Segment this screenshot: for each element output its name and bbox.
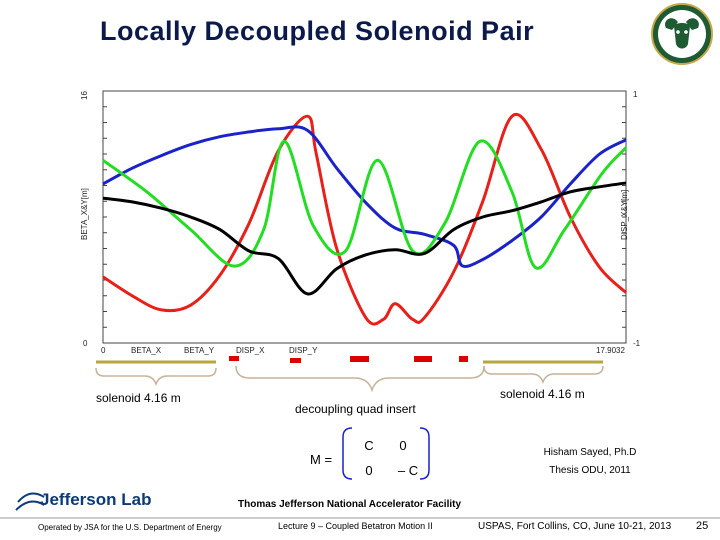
- left-axis-label: BETA_X&Y[m]: [80, 188, 89, 240]
- solenoid-right-label: solenoid 4.16 m: [500, 387, 585, 401]
- quad-magnet: [229, 356, 239, 361]
- matrix-label: M =: [310, 452, 333, 467]
- matrix-cell: – C: [397, 463, 419, 478]
- jlab-name: Jefferson Lab: [40, 490, 152, 509]
- matrix-cell: C: [364, 438, 374, 453]
- legend-disp-y: DISP_Y: [289, 346, 318, 355]
- facility-name: Thomas Jefferson National Accelerator Fa…: [238, 499, 462, 510]
- solenoid-left-label: solenoid 4.16 m: [96, 391, 181, 405]
- x-axis-start: 0: [101, 346, 106, 355]
- series-line-disp-x: [102, 139, 628, 270]
- series-line-beta-x: [102, 112, 628, 326]
- matrix-cell: 0: [399, 438, 407, 453]
- operated-by: Operated by JSA for the U.S. Department …: [38, 523, 222, 532]
- jlab-swoosh-icon: [15, 492, 45, 511]
- series-line-beta-y: [102, 125, 627, 268]
- university-logo: [651, 3, 713, 65]
- left-axis-bottom-tick: 0: [83, 339, 88, 348]
- insert-brace: [235, 365, 485, 393]
- author-name: Hisham Sayed, Ph.D: [543, 447, 637, 458]
- x-axis-end: 17.9032: [596, 346, 625, 355]
- series-line-disp-y: [102, 181, 627, 296]
- right-axis-label: DISP_X&Y[m]: [620, 189, 629, 240]
- plot-frame: [102, 90, 627, 344]
- left-axis-top-tick: 16: [80, 91, 89, 100]
- legend-disp-x: DISP_X: [236, 346, 265, 355]
- quad-magnet: [414, 356, 432, 362]
- legend-beta-y: BETA_Y: [184, 346, 215, 355]
- quad-magnet: [350, 356, 369, 362]
- right-axis-bottom-tick: -1: [633, 339, 641, 348]
- jlab-logo: Jefferson Lab: [40, 490, 151, 510]
- matrix-cell: 0: [365, 463, 373, 478]
- axis-ticks: [103, 90, 626, 344]
- solenoid-right-brace: [483, 365, 604, 385]
- legend-beta-x: BETA_X: [131, 346, 162, 355]
- solenoid-left-brace: [95, 367, 217, 387]
- lecture-title: Lecture 9 – Coupled Betatron Motion II: [278, 521, 433, 531]
- quad-magnet: [459, 356, 468, 362]
- author-thesis: Thesis ODU, 2011: [549, 465, 631, 476]
- matrix-right-bracket: [419, 427, 430, 480]
- course-info: USPAS, Fort Collins, CO, June 10-21, 201…: [478, 521, 672, 532]
- quad-magnet: [290, 358, 301, 363]
- page-number: 25: [696, 520, 709, 532]
- right-axis-top-tick: 1: [633, 90, 638, 99]
- series-lines: [102, 112, 628, 326]
- slide-title: Locally Decoupled Solenoid Pair: [100, 16, 535, 46]
- matrix-left-bracket: [342, 427, 353, 480]
- insert-label: decoupling quad insert: [295, 402, 416, 416]
